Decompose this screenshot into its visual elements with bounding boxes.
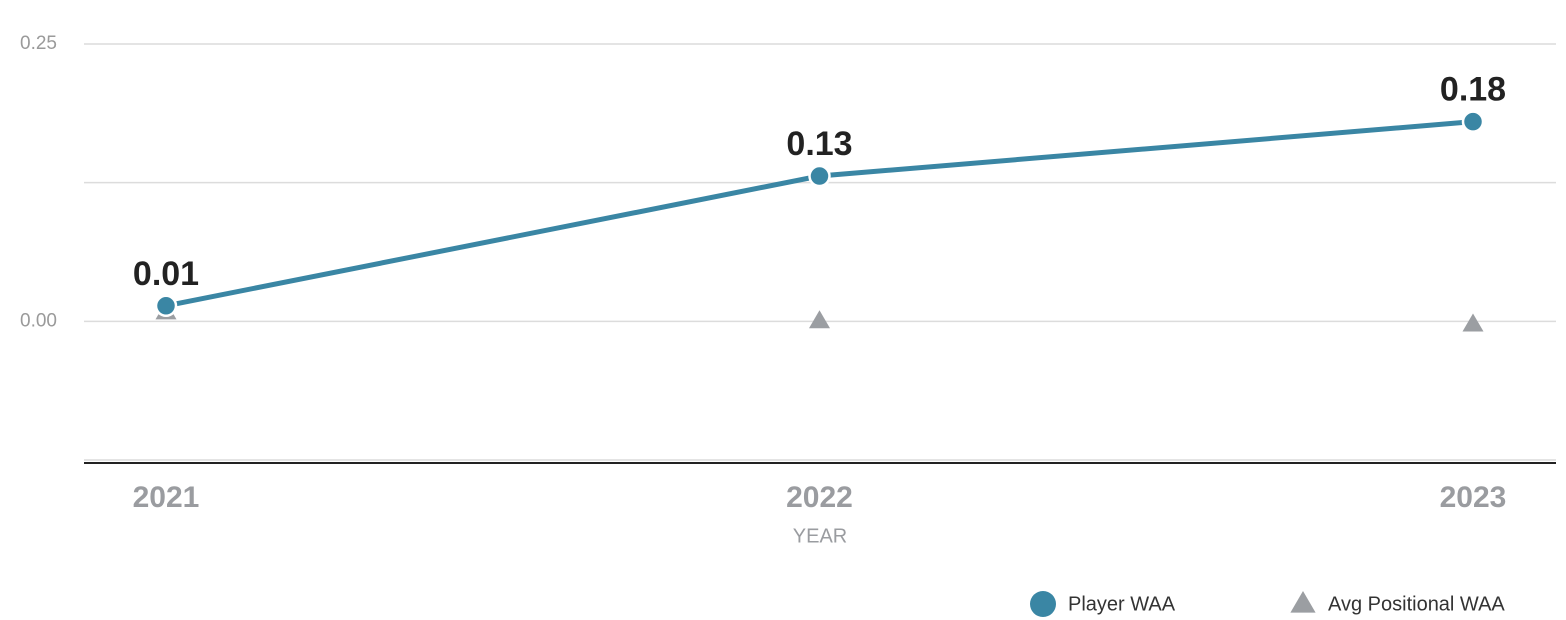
x-tick-label: 2023 (1440, 481, 1507, 514)
point (154, 294, 178, 318)
point (1461, 110, 1485, 133)
legend-marker (1290, 591, 1316, 613)
x-axis-title: YEAR (793, 525, 847, 547)
data-label: 0.13 (786, 125, 852, 163)
point (809, 310, 830, 329)
legend-label: Player WAA (1068, 593, 1176, 615)
y-tick-label: 0.00 (20, 310, 57, 331)
data-label: 0.01 (133, 255, 199, 293)
legend-label: Avg Positional WAA (1328, 593, 1505, 615)
point (808, 164, 831, 188)
x-tick-label: 2021 (133, 481, 200, 514)
x-tick-label: 2022 (786, 481, 853, 514)
data-label: 0.18 (1440, 71, 1506, 109)
y-tick-label: 0.25 (20, 33, 57, 54)
point (1462, 313, 1484, 332)
legend-marker (1030, 591, 1056, 617)
